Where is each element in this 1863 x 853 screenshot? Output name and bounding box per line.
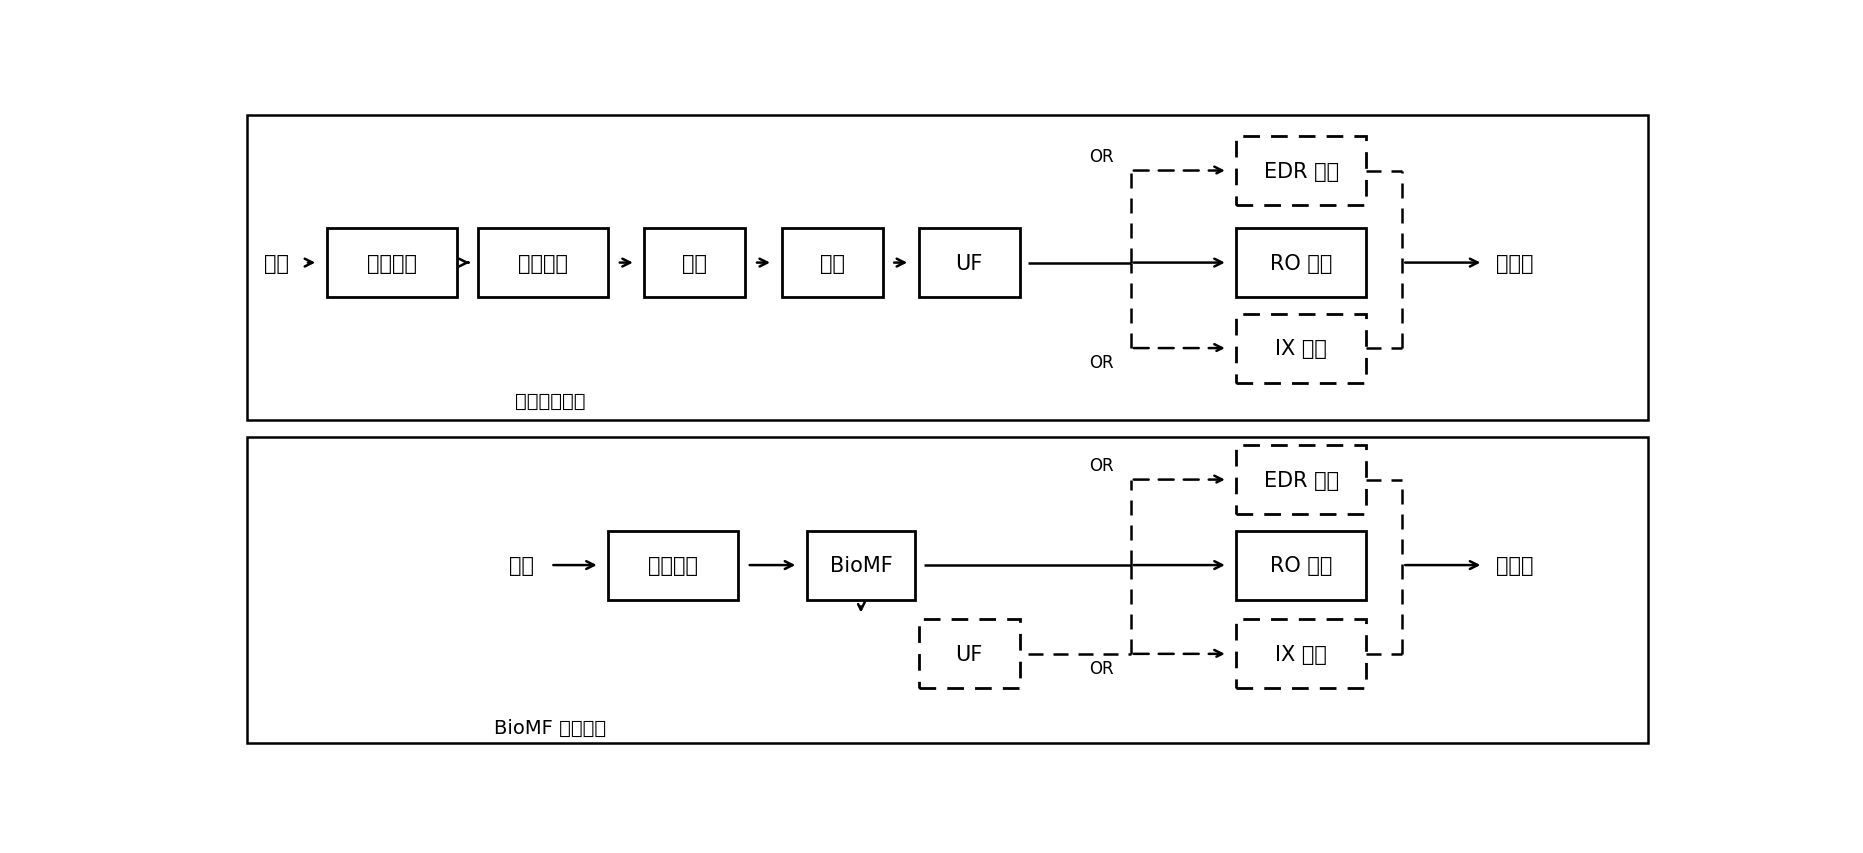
Bar	[326, 229, 456, 298]
Text: OR: OR	[1090, 659, 1114, 677]
Text: 废水: 废水	[509, 555, 535, 576]
Text: OR: OR	[1090, 148, 1114, 166]
Text: OR: OR	[1090, 457, 1114, 475]
Bar	[1237, 445, 1366, 514]
Text: UF: UF	[956, 253, 984, 273]
Bar	[1237, 314, 1366, 383]
Text: 废水: 废水	[265, 253, 289, 273]
Text: EDR 系统: EDR 系统	[1263, 161, 1339, 182]
Text: 传统处理程序: 传统处理程序	[516, 392, 585, 410]
Bar	[807, 531, 915, 600]
Text: IX 系统: IX 系统	[1276, 644, 1326, 664]
Bar	[1237, 619, 1366, 688]
Text: OR: OR	[1090, 354, 1114, 372]
Bar	[1237, 531, 1366, 600]
Bar	[918, 229, 1019, 298]
Bar	[479, 229, 607, 298]
Bar	[1237, 229, 1366, 298]
Bar	[645, 229, 745, 298]
Text: BioMF 处理程序: BioMF 处理程序	[494, 718, 607, 737]
Text: IX 系统: IX 系统	[1276, 339, 1326, 358]
Text: 回收水: 回收水	[1496, 253, 1533, 273]
Text: 活性污泥: 活性污泥	[518, 253, 568, 273]
Bar	[248, 438, 1647, 743]
Text: 砂滤: 砂滤	[820, 253, 844, 273]
Bar	[782, 229, 883, 298]
Text: EDR 系统: EDR 系统	[1263, 470, 1339, 490]
Bar	[248, 115, 1647, 421]
Bar	[918, 619, 1019, 688]
Text: 回收水: 回收水	[1496, 555, 1533, 576]
Text: 初级处理: 初级处理	[648, 555, 699, 576]
Bar	[609, 531, 738, 600]
Text: 沉淀: 沉淀	[682, 253, 708, 273]
Text: 初级处理: 初级处理	[367, 253, 417, 273]
Text: BioMF: BioMF	[829, 555, 892, 576]
Text: RO 系统: RO 系统	[1271, 253, 1332, 273]
Bar	[1237, 136, 1366, 206]
Text: RO 系统: RO 系统	[1271, 555, 1332, 576]
Text: UF: UF	[956, 644, 984, 664]
